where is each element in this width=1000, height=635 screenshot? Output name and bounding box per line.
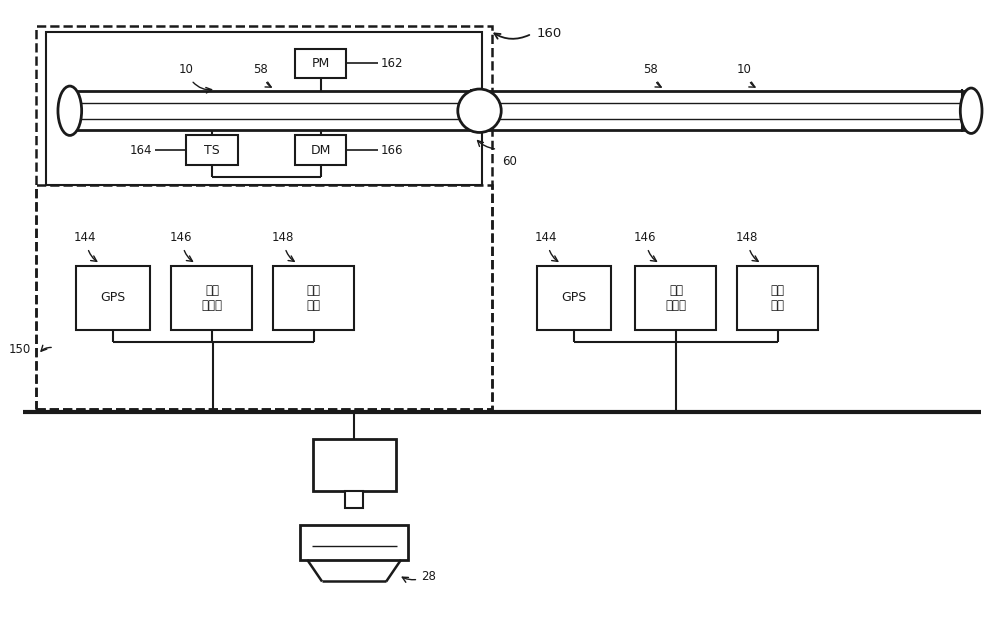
Text: 144: 144	[74, 231, 96, 244]
Text: 146: 146	[634, 231, 656, 244]
Text: 148: 148	[271, 231, 294, 244]
Text: PM: PM	[311, 57, 330, 70]
Text: 146: 146	[170, 231, 192, 244]
FancyBboxPatch shape	[186, 135, 238, 165]
Ellipse shape	[58, 86, 82, 135]
FancyBboxPatch shape	[635, 265, 716, 330]
Text: GPS: GPS	[100, 291, 125, 304]
Text: 拍摄
装置: 拍摄 装置	[771, 284, 785, 312]
Text: 58: 58	[253, 64, 268, 76]
Text: 60: 60	[502, 155, 517, 168]
Text: 气体
传感器: 气体 传感器	[201, 284, 222, 312]
Text: 150: 150	[9, 343, 31, 356]
Text: 拍摄
装置: 拍摄 装置	[307, 284, 321, 312]
Text: 164: 164	[129, 144, 152, 157]
FancyBboxPatch shape	[76, 265, 150, 330]
Text: 气体
传感器: 气体 传感器	[665, 284, 686, 312]
FancyBboxPatch shape	[737, 265, 818, 330]
FancyBboxPatch shape	[537, 265, 611, 330]
Text: 148: 148	[735, 231, 758, 244]
Text: 160: 160	[537, 27, 562, 40]
Text: GPS: GPS	[561, 291, 586, 304]
Text: TS: TS	[204, 144, 220, 157]
FancyBboxPatch shape	[313, 439, 396, 491]
Text: 10: 10	[179, 64, 194, 76]
Text: 58: 58	[643, 64, 658, 76]
Text: DM: DM	[310, 144, 331, 157]
FancyBboxPatch shape	[273, 265, 354, 330]
FancyBboxPatch shape	[295, 135, 346, 165]
Text: 144: 144	[535, 231, 557, 244]
FancyBboxPatch shape	[345, 491, 363, 509]
FancyBboxPatch shape	[300, 525, 408, 560]
Ellipse shape	[960, 88, 982, 133]
Text: 10: 10	[737, 64, 752, 76]
Circle shape	[458, 89, 501, 133]
FancyBboxPatch shape	[171, 265, 252, 330]
Text: 28: 28	[421, 570, 436, 583]
Text: 162: 162	[381, 57, 403, 70]
FancyBboxPatch shape	[295, 48, 346, 78]
Text: 166: 166	[381, 144, 403, 157]
